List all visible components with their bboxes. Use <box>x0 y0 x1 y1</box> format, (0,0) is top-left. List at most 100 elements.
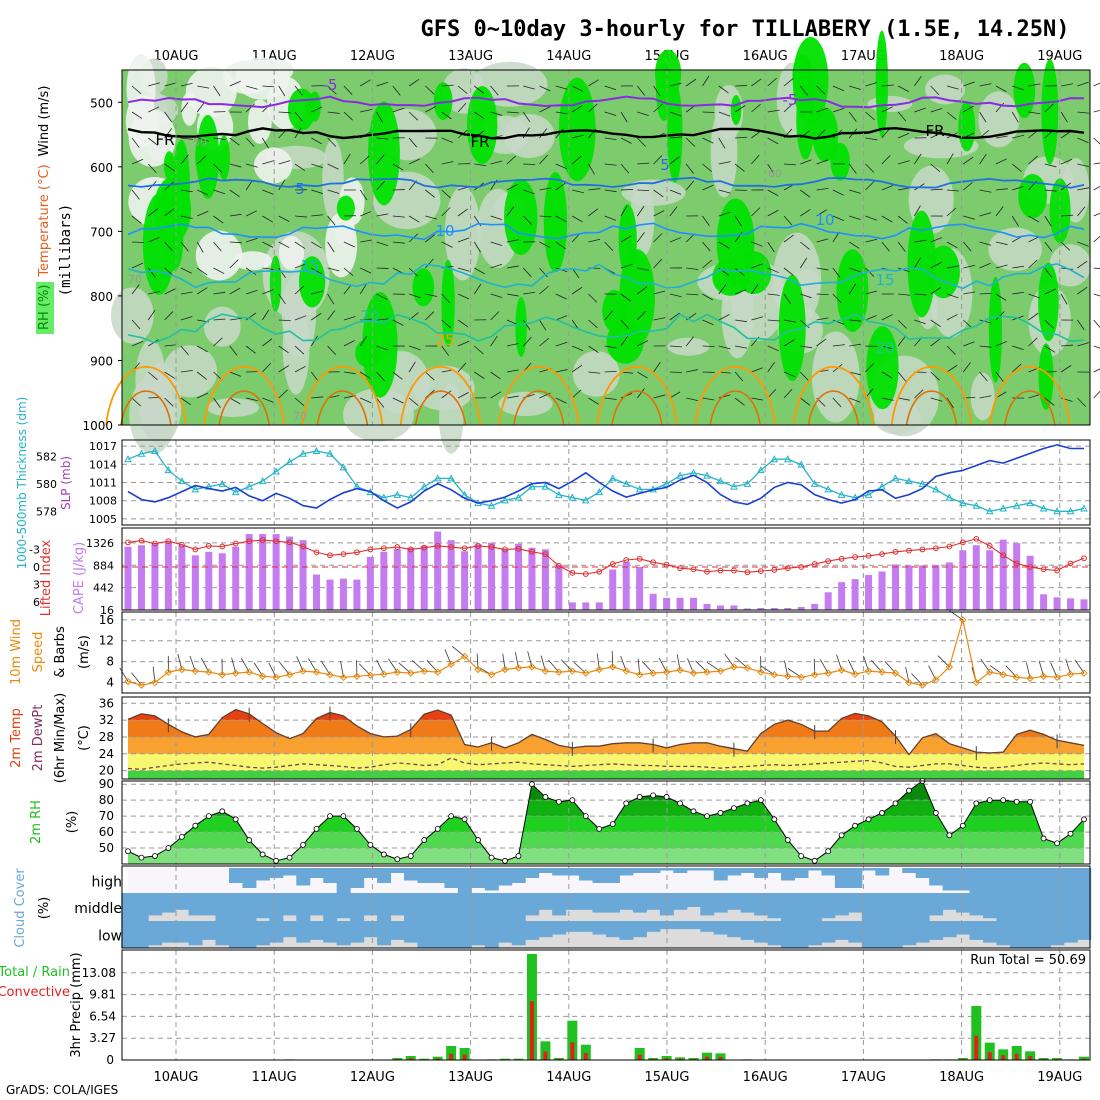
wind-barb <box>653 155 663 165</box>
cloud-row-label: high <box>91 875 122 891</box>
cape-bar <box>784 607 792 610</box>
precip-total-bar <box>1052 1058 1063 1060</box>
wind-barb <box>865 315 877 321</box>
wind-barb <box>995 158 1007 165</box>
wind-barb <box>441 345 450 356</box>
thickness-point <box>757 466 765 474</box>
cloud-cover-high <box>875 868 890 876</box>
wind-barb <box>262 215 273 223</box>
wind-barb <box>539 154 548 165</box>
wind-barb <box>294 85 303 96</box>
wind-barb <box>327 345 337 356</box>
precip-conv-bar <box>462 1054 467 1060</box>
slp-frame <box>121 439 1091 526</box>
wind-barb <box>832 107 845 113</box>
thickness-tick-label: 578 <box>36 505 57 518</box>
wind-barb <box>262 137 269 149</box>
wind-speed-point <box>649 669 657 677</box>
lifted-index-point <box>1081 555 1087 562</box>
lifted-index-point <box>354 549 360 556</box>
isotherm-label: 5 <box>660 156 670 174</box>
precip-axis-label: 3hr Precip (mm) <box>69 952 84 1057</box>
wind-barb <box>408 78 420 87</box>
precip-conv-bar <box>449 1053 454 1060</box>
rh-point <box>407 853 414 859</box>
wind-barb <box>294 241 306 249</box>
thickness-point <box>299 449 307 457</box>
wind-barb <box>799 85 808 96</box>
cape-bar <box>461 551 469 610</box>
rh-point <box>555 798 562 805</box>
cloud-cover-middle <box>848 893 863 913</box>
cloud-cover-low <box>282 921 297 938</box>
thickness-point <box>608 474 617 482</box>
cloud-cover-high <box>511 868 526 883</box>
cloud-cover-high <box>471 868 486 888</box>
wind-barb <box>963 105 974 113</box>
rh-point <box>448 813 455 820</box>
cloud-cover-low <box>565 921 580 932</box>
rh-high-patch <box>466 86 498 165</box>
rh-high-patch <box>196 114 220 199</box>
cloud-cover-high <box>740 868 755 873</box>
wind-barb <box>311 241 322 249</box>
cloud-cover-high <box>1023 868 1038 893</box>
wind-barb <box>653 361 661 373</box>
wind-barb <box>180 369 193 373</box>
thickness-point <box>985 507 994 515</box>
rh-point <box>340 813 347 820</box>
rh-point <box>757 797 764 804</box>
wind-speed-point <box>164 668 173 676</box>
cloud-row-label: middle <box>74 901 122 917</box>
wind-barb <box>702 241 711 252</box>
wind-barb <box>213 318 226 321</box>
rh-high-patch <box>503 178 538 255</box>
wind-barb <box>376 111 383 123</box>
wind-barb <box>914 257 921 269</box>
wind-barb <box>555 341 568 347</box>
wind-barb <box>816 187 829 191</box>
wind-barb <box>474 163 487 167</box>
thickness-point <box>339 463 348 471</box>
date-label-top: 10AUG <box>153 49 198 64</box>
isotherm-10 <box>127 222 1085 241</box>
wind-barb <box>767 77 777 87</box>
wind-barb <box>490 293 503 298</box>
lifted-index-point <box>246 538 253 545</box>
rh-point <box>259 851 266 858</box>
wind-barb <box>963 81 975 87</box>
rh-high-patch <box>269 255 282 312</box>
thickness-point <box>945 493 954 501</box>
lifted-index-point <box>192 546 199 553</box>
wind-speed-point <box>420 667 428 675</box>
lifted-index-point <box>488 544 495 550</box>
wind-barb <box>490 263 503 269</box>
rh-point <box>1040 835 1047 842</box>
wind-barb <box>865 290 878 295</box>
cloud-cover-middle <box>727 893 742 910</box>
wind-barb <box>539 338 550 347</box>
cape-bar <box>339 578 347 610</box>
precip-total-bar <box>675 1057 686 1060</box>
cape-bar <box>986 550 994 610</box>
lifted-index-point <box>771 567 778 573</box>
cloud-cover-middle <box>323 893 338 921</box>
rh-high-patch <box>298 256 326 308</box>
rh-point <box>219 808 226 815</box>
precip-total-bar <box>998 1049 1009 1060</box>
cloud-cover-low <box>188 921 203 946</box>
precip-total-bar <box>688 1058 699 1060</box>
cape-bar <box>151 543 159 610</box>
wind-barb <box>685 180 695 191</box>
cloud-cover-middle <box>673 893 688 910</box>
wind-barb <box>294 365 306 373</box>
wind-barb <box>946 207 957 217</box>
wind-barb <box>180 397 191 406</box>
wind-barb <box>946 365 958 373</box>
li-tick-label: 6 <box>33 596 40 609</box>
cloud-cover-middle <box>888 893 903 921</box>
cloud-cover-high <box>834 868 849 888</box>
wind-barb <box>343 267 354 277</box>
cloud-cover-middle <box>942 893 957 910</box>
wind-barb <box>620 189 634 191</box>
